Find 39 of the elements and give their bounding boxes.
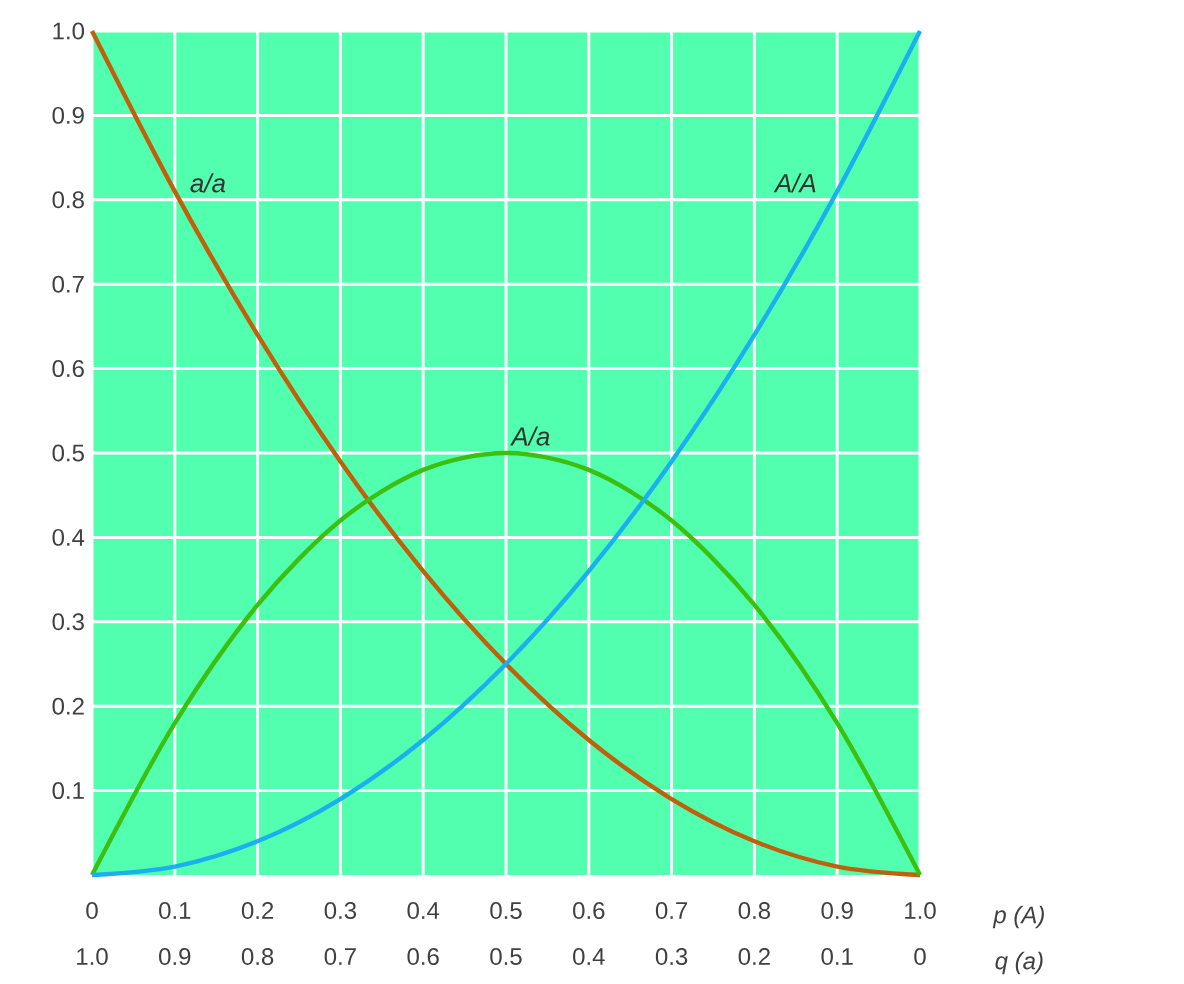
x-tick-label: 0.9 xyxy=(821,902,853,920)
x2-tick-label: 1.0 xyxy=(77,948,108,966)
x-tick-label: 1.0 xyxy=(905,902,936,920)
x-axis-title: p (A) xyxy=(992,905,1044,929)
y-tick-label: 0.9 xyxy=(52,106,84,124)
x2-tick-label: 0.4 xyxy=(573,948,605,966)
x-tick-label: 0 xyxy=(86,902,98,920)
x2-tick-label: 0 xyxy=(914,948,926,966)
x2-tick-label: 0.2 xyxy=(738,948,770,966)
x-tick-label: 0.7 xyxy=(655,902,688,920)
y-tick-label: 0.6 xyxy=(52,360,84,378)
x2-axis-title: q (a) xyxy=(995,951,1043,975)
y-tick-label: 1.0 xyxy=(53,22,85,40)
x2-tick-label: 0.6 xyxy=(407,948,439,966)
y-tick-label: 0.7 xyxy=(52,275,84,293)
x-tick-label: 0.3 xyxy=(324,902,357,920)
annotation: A/a xyxy=(510,426,550,446)
x-tick-label: 0.4 xyxy=(407,902,440,920)
x-tick-label: 0.5 xyxy=(490,902,522,920)
y-tick-label: 0.3 xyxy=(52,613,84,631)
x-tick-label: 0.6 xyxy=(573,902,605,920)
annotation: A/A xyxy=(773,173,816,193)
x2-tick-label: 0.1 xyxy=(821,948,853,966)
x-tick-label: 0.8 xyxy=(738,902,771,920)
x2-tick-label: 0.5 xyxy=(490,948,522,966)
x2-tick-label: 0.8 xyxy=(241,948,274,966)
line-series xyxy=(89,450,923,878)
y-tick-label: 0.1 xyxy=(52,782,84,800)
line-series xyxy=(89,28,923,878)
x2-tick-label: 0.7 xyxy=(324,948,356,966)
x-tick-label: 0.1 xyxy=(159,902,191,920)
y-tick-label: 0.4 xyxy=(52,528,85,546)
y-tick-label: 0.2 xyxy=(52,697,84,715)
x2-tick-label: 0.3 xyxy=(655,948,688,966)
x2-tick-label: 0.9 xyxy=(159,948,191,966)
y-tick-label: 0.5 xyxy=(52,444,84,462)
y-tick-label: 0.8 xyxy=(52,191,84,209)
annotation: a/a xyxy=(190,173,226,193)
x-tick-label: 0.2 xyxy=(241,902,274,920)
